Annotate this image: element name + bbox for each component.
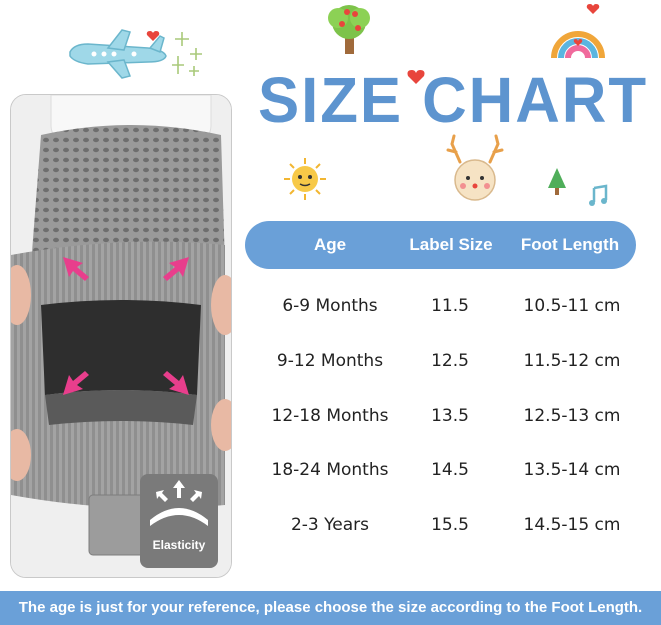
cell-foot-length: 10.5-11 cm: [523, 296, 621, 316]
heart-icon: [146, 27, 160, 46]
header-label-size: Label Size: [409, 235, 493, 254]
deer-icon: [442, 134, 508, 210]
pine-tree-icon: [546, 166, 568, 200]
table-header: Age Label Size Foot Length: [245, 221, 636, 269]
table-row: 12-18 Months 13.5 12.5-13 cm: [245, 402, 636, 432]
reference-note: The age is just for your reference, plea…: [0, 591, 661, 625]
sun-icon: [282, 156, 328, 206]
cell-foot-length: 13.5-14 cm: [523, 460, 621, 480]
cell-age: 6-9 Months: [282, 296, 378, 316]
table-row: 18-24 Months 14.5 13.5-14 cm: [245, 456, 636, 486]
sparkle-icon: [168, 26, 208, 84]
title-text: SIZE CHART: [258, 64, 648, 136]
cell-label-size: 11.5: [431, 296, 469, 316]
music-note-icon: [588, 184, 610, 212]
cell-age: 18-24 Months: [271, 460, 389, 480]
cell-age: 2-3 Years: [290, 515, 370, 535]
cell-label-size: 15.5: [431, 515, 469, 535]
rainbow-icon: [550, 2, 606, 64]
header-age: Age: [313, 235, 347, 254]
table-row: 6-9 Months 11.5 10.5-11 cm: [245, 292, 636, 322]
elasticity-badge: Elasticity: [140, 474, 218, 568]
tree-icon: [322, 2, 376, 60]
cell-foot-length: 14.5-15 cm: [523, 515, 621, 535]
airplane-icon: [64, 26, 170, 86]
table-row: 2-3 Years 15.5 14.5-15 cm: [245, 511, 636, 541]
header-foot-length: Foot Length: [520, 235, 620, 254]
elasticity-icon: [150, 480, 208, 526]
cell-label-size: 14.5: [431, 460, 469, 480]
elasticity-label: Elasticity: [152, 538, 206, 552]
cell-label-size: 13.5: [431, 406, 469, 426]
table-row: 9-12 Months 12.5 11.5-12 cm: [245, 347, 636, 377]
cell-foot-length: 12.5-13 cm: [523, 406, 621, 426]
cell-age: 9-12 Months: [276, 351, 384, 371]
cell-foot-length: 11.5-12 cm: [523, 351, 621, 371]
cell-label-size: 12.5: [431, 351, 469, 371]
cell-age: 12-18 Months: [271, 406, 389, 426]
page-title: SIZE CHART: [258, 58, 648, 136]
